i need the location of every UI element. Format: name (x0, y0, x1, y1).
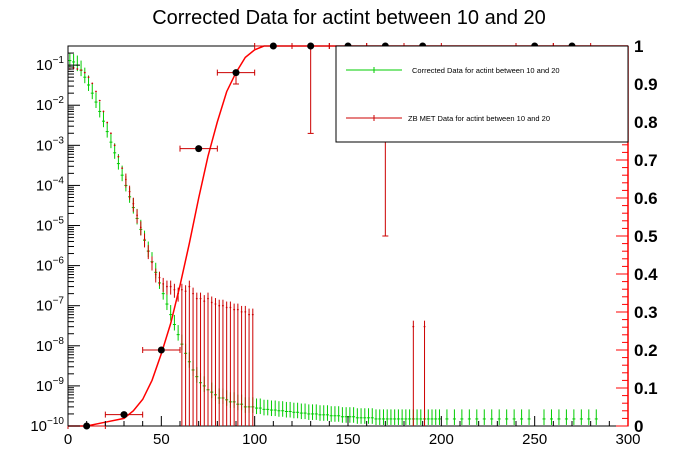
zb-met-point (91, 82, 94, 85)
zb-met-point (117, 155, 120, 158)
efficiency-point (232, 69, 240, 77)
legend: Corrected Data for actint between 10 and… (335, 45, 629, 143)
zb-met-point (80, 69, 82, 72)
efficiency-point (195, 145, 203, 153)
zb-met-point (98, 99, 101, 102)
y-left-tick-label: 10−5 (36, 216, 65, 235)
efficiency-point (157, 346, 165, 354)
zb-met-point (110, 132, 112, 135)
y-left-tick-label: 10−3 (36, 135, 65, 154)
zb-met-point (121, 167, 124, 170)
zb-met-point (102, 110, 105, 113)
x-tick-label: 250 (522, 431, 547, 448)
y-right-tick-label: 0.4 (634, 265, 658, 284)
zb-met-point (113, 144, 116, 147)
y-right-tick-label: 0.3 (634, 303, 658, 322)
zb-met-point (87, 76, 90, 79)
x-tick-label: 200 (429, 431, 454, 448)
legend-label-corrected: Corrected Data for actint between 10 and… (412, 66, 560, 75)
x-tick-label: 300 (615, 431, 640, 448)
y-right-tick-label: 0.1 (634, 379, 658, 398)
y-left-tick-label: 10−4 (36, 175, 65, 194)
zb-met-point (95, 90, 97, 93)
zb-met-point (83, 71, 86, 74)
y-right-axis: 0 0.1 0.2 0.3 0.4 0.5 0.6 0.7 0.8 0.9 1 (616, 37, 658, 436)
y-right-tick-label: 1 (634, 37, 643, 56)
zb-met-point (106, 121, 109, 124)
x-tick-label: 50 (153, 431, 170, 448)
x-axis: 0 50 100 150 200 250 300 (64, 416, 641, 448)
y-left-tick-label: 10−7 (36, 296, 65, 315)
y-right-tick-label: 0 (634, 417, 643, 436)
efficiency-point (120, 411, 128, 419)
y-left-tick-label: 10−10 (30, 416, 64, 435)
zb-met-series (68, 67, 426, 426)
efficiency-point (307, 42, 315, 50)
y-right-tick-label: 0.7 (634, 151, 658, 170)
chart-title: Corrected Data for actint between 10 and… (152, 7, 546, 29)
zb-met-point (72, 67, 75, 69)
x-tick-label: 150 (335, 431, 360, 448)
y-left-tick-label: 10−8 (36, 336, 65, 355)
legend-box (335, 45, 629, 143)
y-left-tick-label: 10−6 (36, 256, 65, 275)
y-right-tick-label: 0.2 (634, 341, 658, 360)
y-right-tick-label: 0.9 (634, 75, 658, 94)
y-left-tick-label: 10−9 (36, 376, 65, 395)
legend-label-zb: ZB MET Data for actint between 10 and 20 (408, 114, 550, 123)
y-left-tick-label: 10−2 (36, 95, 65, 114)
y-right-tick-label: 0.5 (634, 227, 658, 246)
y-left-tick-label: 10−1 (36, 55, 65, 74)
efficiency-point (269, 42, 277, 50)
x-tick-label: 0 (64, 431, 72, 448)
y-right-tick-label: 0.8 (634, 113, 658, 132)
zb-met-point (76, 68, 79, 70)
y-left-axis: 10−10 10−9 10−8 10−7 10−6 10−5 10−4 10−3 10−2 10−… (30, 52, 80, 435)
x-tick-label: 100 (242, 431, 267, 448)
y-right-tick-label: 0.6 (634, 189, 658, 208)
